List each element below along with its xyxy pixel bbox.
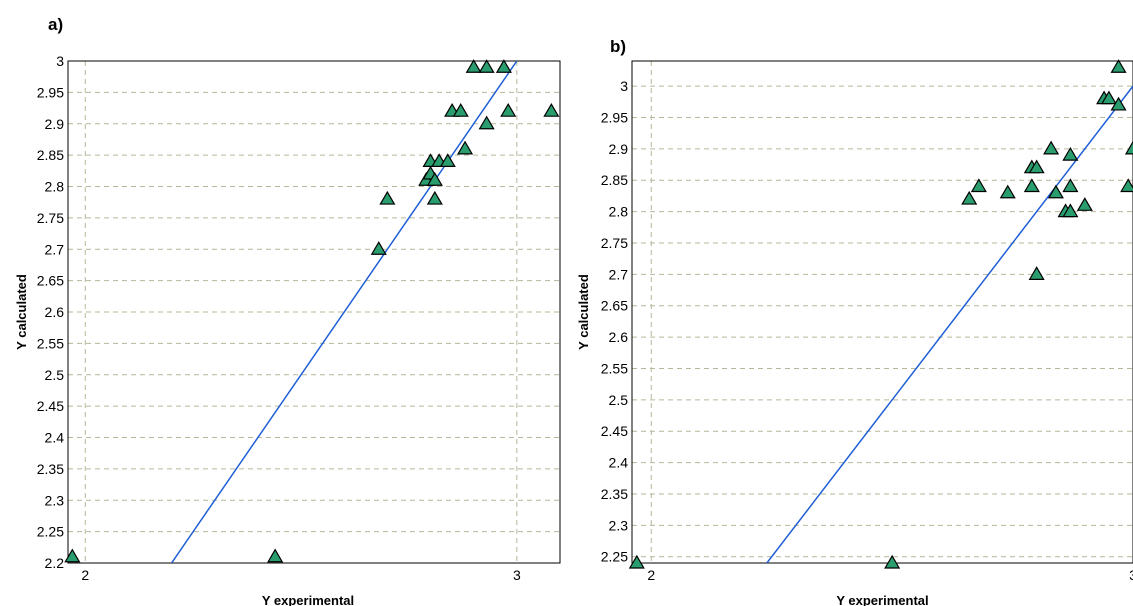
- data-point: [1062, 203, 1079, 218]
- y-axis-title: Y calculated: [576, 274, 591, 350]
- y-tick-label: 2.7: [45, 241, 65, 257]
- x-axis-title: Y experimental: [836, 593, 928, 606]
- data-point: [500, 103, 517, 117]
- y-tick-label: 2.95: [37, 84, 64, 100]
- y-tick-label: 2.6: [609, 329, 629, 345]
- y-tick-label: 2.35: [601, 486, 628, 502]
- data-point: [64, 548, 81, 563]
- y-tick-label: 2.8: [609, 204, 629, 220]
- fit-line: [766, 85, 1133, 563]
- y-tick-label: 2.85: [37, 147, 64, 163]
- panel-b: b) 2.25 2.3 2.35 2.4 2.45 2.5 2.55 2.6 2.65 2.7 2.7…: [576, 37, 1133, 606]
- x-tick-label: 3: [513, 567, 521, 583]
- y-axis-title: Y calculated: [14, 274, 29, 350]
- y-tick-label: 2.5: [609, 392, 629, 408]
- data-point: [267, 548, 284, 563]
- y-tick-label: 2.75: [37, 210, 64, 226]
- data-point: [465, 59, 482, 73]
- y-tick-label: 2.85: [601, 172, 628, 188]
- data-point: [1043, 140, 1060, 155]
- data-point: [1028, 159, 1045, 174]
- data-point: [1076, 197, 1093, 211]
- x-tick-label: 3: [1129, 567, 1133, 583]
- y-tick-label: 2.4: [609, 455, 629, 471]
- data-point: [1110, 96, 1127, 111]
- data-point: [1124, 140, 1133, 155]
- y-tick-label: 2.3: [45, 492, 65, 508]
- data-point: [999, 184, 1016, 199]
- y-tick-label: 2.9: [609, 141, 629, 157]
- data-point: [439, 153, 456, 167]
- y-tick-label: 2.7: [609, 266, 629, 282]
- y-tick-label: 2.45: [37, 398, 64, 414]
- y-tick-label: 3: [620, 78, 628, 94]
- data-point: [426, 172, 443, 186]
- y-tick-label: 2.45: [601, 423, 628, 439]
- data-point: [478, 59, 495, 73]
- y-tick-label: 2.55: [601, 360, 628, 376]
- y-tick-label: 2.35: [37, 461, 64, 477]
- y-tick-label: 2.3: [609, 517, 629, 533]
- y-tick-label: 2.9: [45, 116, 65, 132]
- y-tick-label: 2.65: [601, 298, 628, 314]
- panel-label: a): [48, 15, 63, 34]
- data-point: [970, 178, 987, 193]
- fit-line: [170, 61, 518, 563]
- data-point: [370, 241, 387, 255]
- data-point: [628, 554, 645, 569]
- data-point: [426, 190, 443, 205]
- y-tick-label: 2.95: [601, 109, 628, 125]
- y-tick-label: 2.65: [37, 273, 64, 289]
- x-axis-title: Y experimental: [262, 593, 354, 606]
- panel-label: b): [610, 37, 626, 56]
- y-tick-label: 2.25: [37, 524, 64, 540]
- y-tick-label: 2.8: [45, 179, 65, 195]
- x-tick-label: 2: [647, 567, 655, 583]
- data-point: [1023, 178, 1040, 193]
- plot-frame: [631, 60, 1133, 564]
- data-point: [495, 59, 512, 73]
- y-tick-label: 3: [56, 53, 64, 69]
- data-point: [543, 103, 560, 117]
- data-point: [884, 554, 901, 569]
- data-point: [452, 103, 469, 117]
- data-point: [379, 190, 396, 205]
- data-point: [1110, 59, 1127, 73]
- y-tick-label: 2.25: [601, 549, 628, 565]
- y-tick-label: 2.4: [45, 430, 65, 446]
- data-point: [961, 190, 978, 205]
- data-point: [1028, 266, 1045, 280]
- data-point: [1120, 178, 1133, 193]
- y-tick-label: 2.75: [601, 235, 628, 251]
- y-tick-label: 2.2: [45, 555, 65, 571]
- data-point: [1062, 178, 1079, 193]
- panel-a: a) 2.2 2.25 2.3 2.35 2.4 2.45 2.5 2.55 2.6 2.65 2.7…: [14, 15, 561, 606]
- data-point: [1062, 146, 1079, 161]
- plot-frame: [67, 60, 561, 564]
- data-point: [1100, 90, 1117, 105]
- x-tick-label: 2: [81, 567, 89, 583]
- data-point: [478, 115, 495, 130]
- y-tick-label: 2.55: [37, 335, 64, 351]
- y-tick-label: 2.5: [45, 367, 65, 383]
- y-tick-label: 2.6: [45, 304, 65, 320]
- data-point: [457, 140, 474, 155]
- data-point: [1047, 184, 1064, 199]
